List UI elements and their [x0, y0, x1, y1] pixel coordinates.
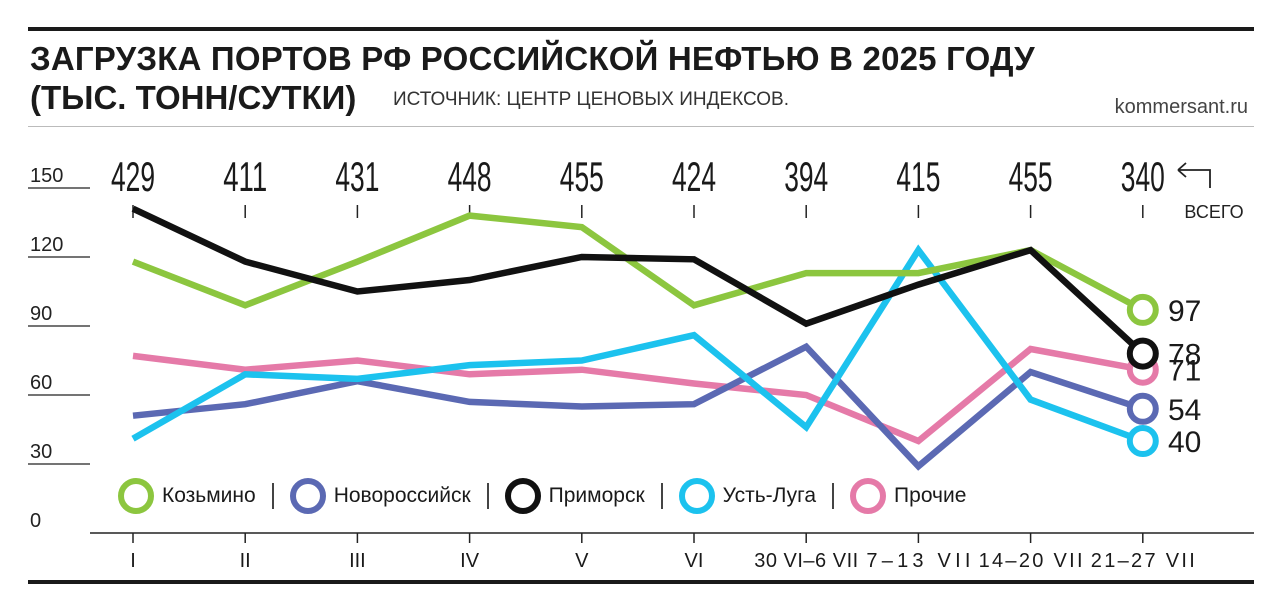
- series-end-marker: [1126, 293, 1159, 326]
- x-tick-label: IV: [460, 550, 480, 572]
- series-end-marker: [1126, 337, 1159, 370]
- legend-item: Новороссийск: [289, 478, 471, 514]
- legend-item: Усть-Луга: [678, 478, 817, 514]
- legend: Козьмино Новороссийск Приморск Усть-Луга Про…: [118, 478, 966, 514]
- series-end-label: 71: [1168, 355, 1201, 388]
- legend-label: Приморск: [548, 484, 645, 507]
- source-note: ИСТОЧНИК: ЦЕНТР ЦЕНОВЫХ ИНДЕКСОВ.: [393, 89, 790, 110]
- x-tick-label: I: [130, 550, 136, 572]
- y-tick-label: 0: [30, 510, 41, 532]
- legend-separator: [486, 483, 489, 509]
- y-tick-label: 90: [30, 303, 52, 325]
- series-line-3: [131, 205, 1146, 356]
- total-value: 429: [111, 153, 155, 200]
- legend-item: Приморск: [504, 478, 645, 514]
- series-end-label: 78: [1168, 339, 1201, 372]
- top-rule: [28, 27, 1254, 31]
- legend-separator: [832, 483, 835, 509]
- total-value: 394: [784, 153, 828, 200]
- y-tick-label: 30: [30, 441, 52, 463]
- legend-marker-icon: [118, 478, 154, 514]
- legend-separator: [660, 483, 663, 509]
- legend-label: Новороссийск: [333, 484, 471, 507]
- total-value: 340: [1121, 153, 1165, 200]
- x-tick-label: 14–20 VII: [979, 550, 1083, 572]
- legend-marker-icon: [850, 478, 887, 514]
- chart-title: ЗАГРУЗКА ПОРТОВ РФ РОССИЙСКОЙ НЕФТЬЮ В 2…: [30, 40, 1035, 77]
- y-tick-label: 60: [30, 372, 52, 394]
- x-tick-label: II: [240, 550, 251, 572]
- x-tick-label: 30 VI–6 VII: [754, 550, 858, 572]
- total-value: 424: [672, 153, 716, 200]
- y-tick-label: 150: [30, 165, 63, 187]
- legend-label: Усть-Луга: [722, 484, 817, 507]
- total-value: 455: [560, 153, 604, 200]
- totals-label: ВСЕГО: [1184, 202, 1243, 222]
- series-line-2: [132, 342, 1144, 471]
- legend-marker-icon: [504, 478, 541, 514]
- y-tick-label: 120: [30, 234, 63, 256]
- legend-separator: [271, 483, 274, 509]
- total-value: 411: [223, 153, 267, 200]
- series-end-label: 40: [1168, 426, 1201, 459]
- site-credit: kommersant.ru: [1114, 96, 1248, 118]
- chart-subtitle-units: (ТЫС. ТОНН/СУТКИ): [30, 79, 357, 116]
- series-end-label: 54: [1168, 394, 1201, 427]
- x-tick-label: VI: [685, 550, 704, 572]
- total-value: 431: [335, 153, 379, 200]
- legend-marker-icon: [289, 478, 326, 514]
- bottom-rule: [28, 580, 1254, 584]
- legend-label: Козьмино: [162, 484, 256, 507]
- series-line-1: [131, 212, 1145, 313]
- series-end-marker: [1126, 392, 1159, 425]
- x-tick-label: V: [575, 550, 589, 572]
- legend-label: Прочие: [894, 484, 967, 507]
- x-tick-label: III: [349, 550, 366, 572]
- series-end-label: 97: [1168, 295, 1201, 328]
- header-separator: [28, 126, 1254, 127]
- legend-item: Прочие: [850, 478, 966, 514]
- x-tick-label: 7–13 VII: [866, 550, 970, 572]
- total-value: 448: [448, 153, 492, 200]
- x-tick-label: 21–27 VII: [1091, 550, 1195, 572]
- total-value: 415: [896, 153, 940, 200]
- legend-marker-icon: [678, 478, 715, 514]
- series-line-5: [132, 345, 1144, 445]
- return-arrow-icon: [1177, 162, 1211, 188]
- series-line-4: [131, 244, 1144, 445]
- series-end-marker: [1126, 425, 1159, 457]
- legend-item: Козьмино: [118, 478, 256, 514]
- total-value: 455: [1009, 153, 1053, 200]
